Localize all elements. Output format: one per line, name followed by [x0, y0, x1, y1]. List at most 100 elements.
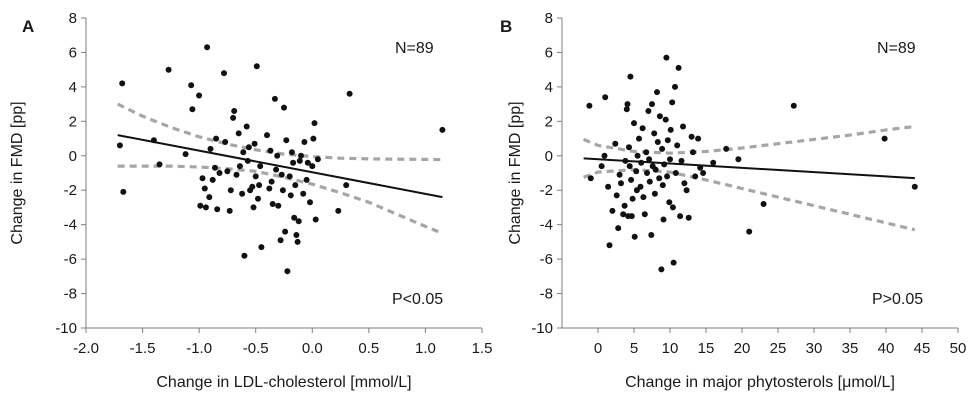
y-tick-label: 0: [69, 148, 77, 165]
data-point: [207, 145, 214, 152]
data-point: [202, 204, 209, 211]
data-point: [235, 130, 242, 137]
y-tick-label: -6: [64, 251, 77, 268]
data-point: [616, 171, 623, 178]
data-point: [609, 207, 616, 214]
data-point: [236, 163, 243, 170]
data-point: [116, 142, 123, 149]
data-point: [256, 182, 263, 189]
x-tick-label: 1.0: [415, 340, 436, 357]
data-point: [659, 182, 666, 189]
data-point: [307, 199, 313, 206]
data-point: [667, 156, 673, 163]
data-point: [618, 180, 624, 187]
data-point: [255, 195, 261, 202]
data-point: [664, 137, 671, 144]
data-point: [881, 135, 888, 142]
data-point: [257, 163, 264, 170]
data-point: [670, 259, 677, 266]
data-point: [654, 139, 661, 145]
data-point: [669, 99, 676, 106]
data-point: [646, 178, 653, 185]
data-point: [277, 237, 284, 244]
data-point: [233, 171, 240, 178]
data-point: [291, 214, 298, 221]
data-point: [282, 228, 289, 235]
x-tick-label: 45: [914, 340, 931, 357]
data-point: [601, 152, 608, 159]
y-axis-title: Change in FMD [pp]: [507, 101, 524, 244]
data-point: [221, 70, 227, 77]
data-point: [643, 149, 650, 156]
y-tick-label: -4: [64, 217, 77, 234]
data-point: [269, 201, 276, 207]
data-point: [633, 168, 640, 175]
y-tick-label: 4: [545, 79, 553, 96]
data-point: [303, 176, 310, 183]
data-point: [681, 180, 688, 187]
data-point: [663, 54, 670, 61]
x-tick-label: -1.5: [130, 340, 156, 357]
ci-upper-line: [117, 102, 443, 162]
x-tick-label: 10: [662, 340, 679, 357]
data-point: [612, 140, 619, 147]
data-point: [641, 211, 648, 218]
x-axis-title: Change in LDL-cholesterol [mmol/L]: [156, 374, 411, 391]
x-tick-label: 15: [698, 340, 715, 357]
data-point: [639, 125, 646, 132]
data-point: [296, 157, 303, 164]
data-point: [598, 163, 605, 170]
y-tick-label: -2: [540, 182, 553, 199]
y-tick-label: -6: [540, 251, 553, 268]
data-point: [646, 156, 653, 163]
data-point: [648, 232, 655, 238]
data-point: [654, 89, 660, 96]
data-point: [628, 213, 635, 220]
data-point: [631, 120, 637, 127]
data-point: [206, 194, 213, 201]
regression-line: [117, 134, 443, 199]
data-point: [264, 132, 270, 139]
y-tick-label: 6: [69, 44, 77, 61]
data-point: [309, 163, 316, 170]
data-point: [661, 161, 668, 168]
data-point: [197, 202, 204, 209]
data-point: [660, 216, 667, 223]
y-tick-label: 8: [69, 10, 77, 27]
x-tick-label: 5: [630, 340, 638, 357]
data-point: [314, 156, 321, 163]
data-point: [274, 152, 281, 159]
x-tick-label: 0.0: [302, 340, 323, 357]
y-axis-title: Change in FMD [pp]: [9, 101, 26, 244]
data-point: [287, 192, 294, 199]
p-annotation: P>0.05: [872, 291, 923, 308]
x-tick-label: 0: [594, 340, 602, 357]
panel-letter: B: [500, 17, 512, 36]
data-point: [652, 166, 659, 173]
data-point: [790, 102, 797, 109]
data-point: [710, 159, 717, 166]
y-tick-label: -8: [64, 286, 77, 303]
data-point: [150, 137, 157, 144]
data-point: [293, 232, 300, 238]
data-point: [301, 139, 308, 145]
data-point: [281, 104, 287, 111]
data-point: [587, 175, 594, 182]
data-point: [669, 204, 676, 211]
data-point: [231, 108, 238, 114]
panel-letter: A: [22, 17, 34, 36]
data-point: [214, 206, 221, 213]
data-point: [605, 183, 612, 190]
data-point: [188, 82, 195, 89]
data-point: [656, 113, 663, 120]
data-point: [310, 135, 317, 142]
data-point: [697, 164, 704, 171]
data-point: [656, 175, 663, 182]
x-axis-title: Change in major phytosterols [μmol/L]: [625, 374, 895, 391]
data-point: [637, 183, 644, 190]
data-point: [294, 238, 301, 245]
y-tick-label: -4: [540, 217, 553, 234]
data-point: [224, 168, 231, 175]
x-tick-label: 1.5: [472, 340, 493, 357]
data-point: [227, 187, 234, 194]
